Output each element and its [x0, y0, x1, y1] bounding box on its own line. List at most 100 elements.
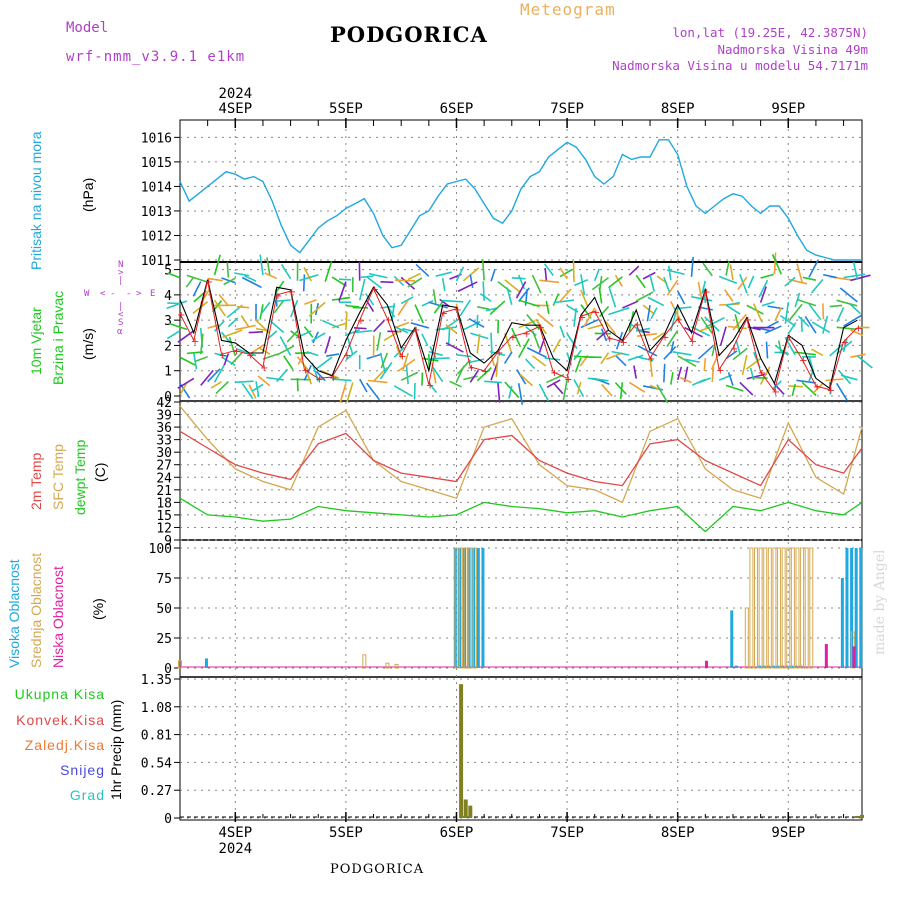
y-tick-label: 1016 [141, 131, 172, 146]
cloud-bar [744, 607, 749, 669]
wind-barb [495, 356, 499, 377]
y-tick-label: 0.27 [141, 784, 172, 799]
wind-barb [562, 379, 568, 401]
wind-barb [508, 385, 513, 399]
cloud-bar [859, 548, 863, 668]
wind-marker: + [481, 367, 489, 378]
legend-zaledj-kisa: Zaledj.Kisa [24, 737, 105, 753]
wind-barb [698, 325, 713, 333]
wind-marker: + [495, 348, 503, 359]
wind-barb [511, 327, 522, 348]
wind-barb [353, 327, 367, 330]
wind-barb [379, 361, 393, 380]
wind-barb [836, 299, 858, 307]
wind-barb [315, 370, 326, 382]
wind-barb [829, 304, 843, 308]
model-height-label: Nadmorska Visina u modelu 54.7171m [612, 58, 868, 73]
wind-barb [380, 352, 389, 369]
y-tick-label: 30 [156, 446, 172, 461]
wind-barb [804, 315, 817, 334]
wind-barb [410, 322, 430, 329]
wind-barb [332, 378, 352, 382]
wind-barb [633, 365, 637, 379]
wind-marker: + [205, 277, 213, 288]
wind-barb [338, 278, 352, 281]
compass-w: W [84, 289, 90, 299]
wind-barb [376, 332, 382, 351]
wind-barb [413, 382, 416, 400]
wind-marker: + [675, 315, 683, 326]
y-tick-label: 18 [156, 496, 172, 511]
wind-barb [200, 369, 214, 386]
wind-barb [536, 312, 554, 328]
wind-gust-line [179, 280, 858, 393]
wind-marker: + [177, 310, 185, 321]
cloud-bar [459, 547, 464, 669]
wind-marker: + [564, 374, 572, 385]
cloud-bar [734, 665, 738, 668]
footer-city: PODGORICA [330, 862, 425, 877]
day-label-top: 5SEP [329, 101, 363, 117]
wind-barb [262, 353, 279, 360]
wind-barb [177, 330, 195, 343]
wind-barb [235, 324, 256, 331]
wind-marker: + [619, 338, 627, 349]
wind-barb [747, 275, 755, 289]
wind-marker: + [343, 350, 351, 361]
wind-barb [752, 303, 763, 323]
wind-barb [666, 330, 679, 348]
wind-barb [302, 274, 306, 292]
wind-barb [700, 316, 713, 334]
wind-barb [663, 363, 666, 383]
wind-barb [829, 343, 844, 357]
wind-barb [852, 261, 859, 281]
wind-barbs [166, 252, 873, 405]
wind-marker: + [785, 333, 793, 344]
wind-barb [576, 381, 582, 395]
wind-barb [428, 350, 443, 357]
wind-barb [647, 296, 665, 307]
cloud-bar [824, 644, 828, 668]
wind-marker: + [218, 350, 226, 361]
wind-barb [397, 358, 416, 372]
legend-snijeg: Snijeg [60, 762, 105, 778]
wind-barb [400, 276, 416, 290]
wind-marker: + [384, 315, 392, 326]
cloud-bar [795, 547, 800, 669]
cloud-bar [800, 547, 805, 669]
wind-barb [479, 293, 492, 302]
meteogram-title: Meteogram [520, 0, 616, 19]
wind-barb [771, 253, 783, 275]
wind-barb [628, 381, 646, 393]
wind-marker: + [357, 316, 365, 327]
wind-barb [463, 375, 478, 381]
wind-barb [758, 279, 769, 298]
wind-barb [274, 280, 285, 294]
wind-barb [703, 358, 707, 372]
wind-barb [761, 301, 775, 307]
wind-barb [760, 273, 774, 279]
wind-marker: + [453, 305, 461, 316]
wind-marker: + [758, 368, 766, 379]
wind-barb [168, 322, 188, 331]
wind-barb [360, 275, 374, 279]
wind-barb [787, 322, 797, 335]
y-tick-label: 27 [156, 459, 172, 474]
wind-barb [745, 357, 762, 370]
wind-barb [445, 324, 457, 334]
wind-marker: + [426, 381, 434, 392]
wind-barb [441, 278, 446, 292]
wind-barb [825, 378, 844, 382]
wind-barb [199, 333, 204, 355]
wind-barb [725, 261, 730, 276]
wind-barb [244, 275, 257, 282]
y-tick-label: 39 [156, 409, 172, 424]
wind-barb [365, 382, 381, 401]
wind-barb [477, 306, 490, 310]
wind-barb [672, 351, 692, 356]
wind-barb [223, 277, 236, 286]
wind-barb [838, 370, 852, 385]
wind-barb [432, 289, 437, 304]
wind-barb [684, 358, 700, 363]
wind-marker: + [412, 325, 420, 336]
